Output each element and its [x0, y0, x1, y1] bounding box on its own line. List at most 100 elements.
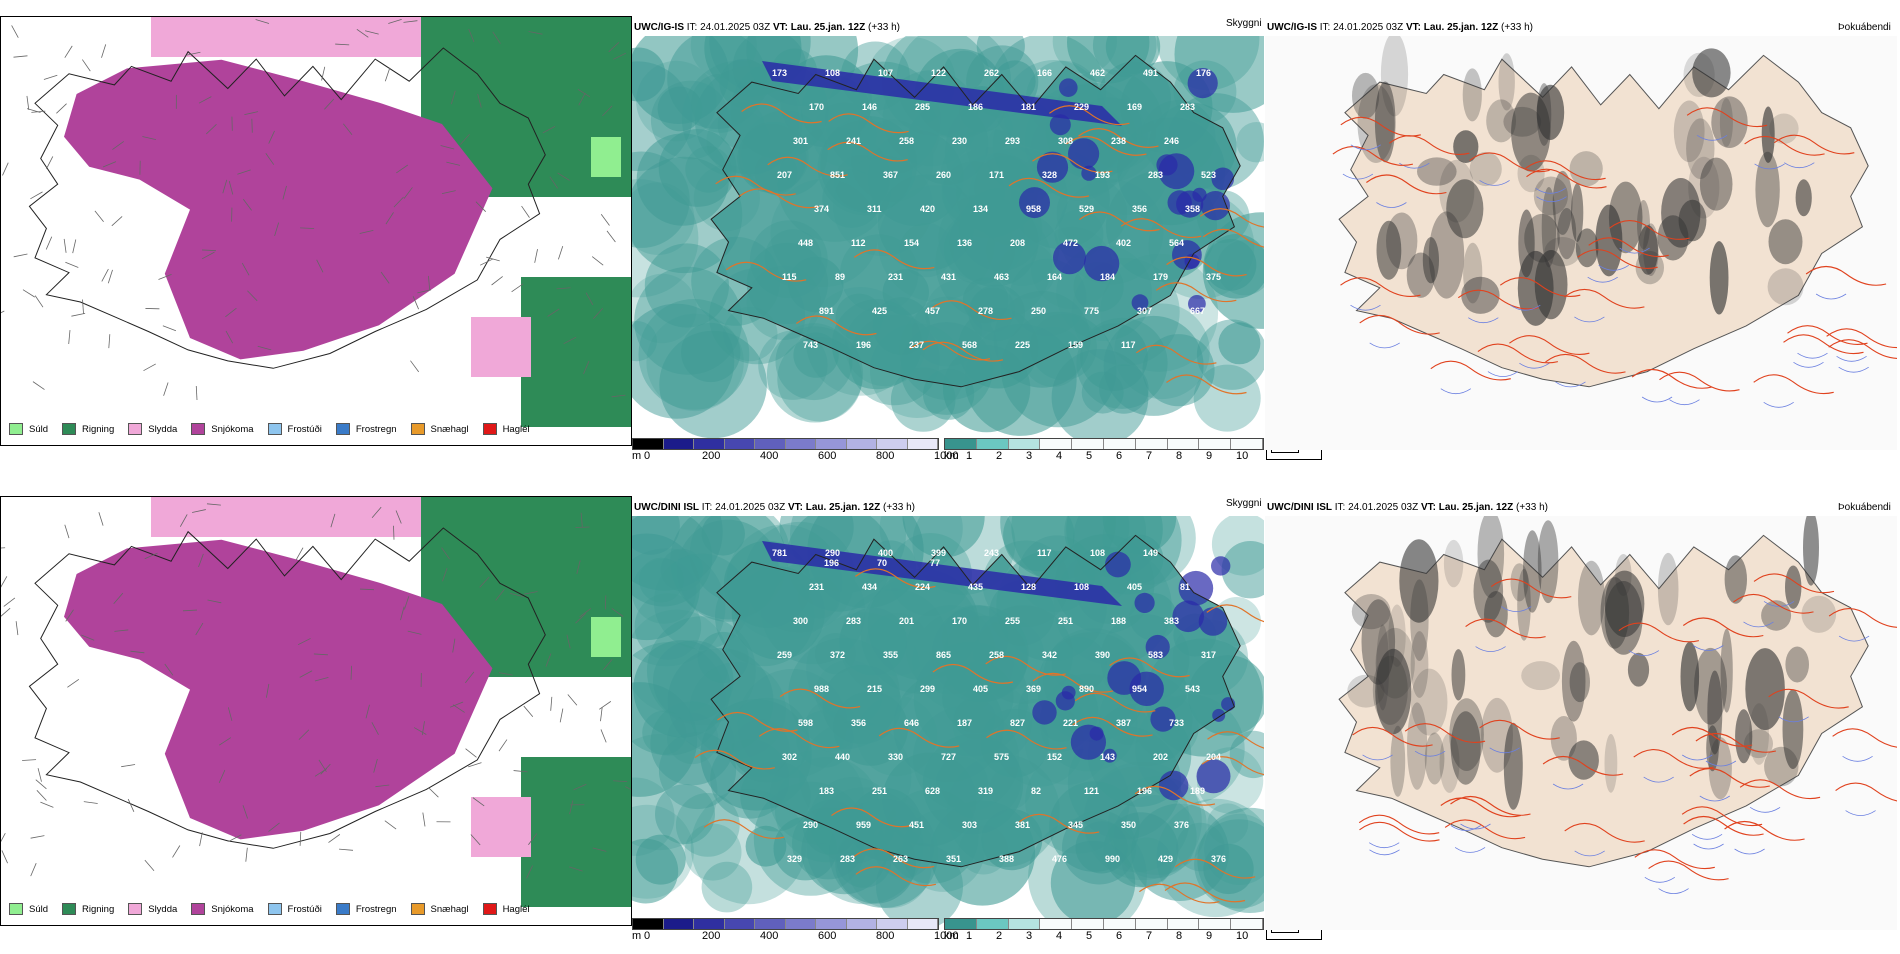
precip-legend-item: Súld	[9, 423, 48, 435]
cloud-base-label: 112	[851, 238, 866, 248]
cloud-base-label: 598	[798, 718, 813, 728]
visibility-tick: 1	[966, 930, 972, 942]
cloud-base-unit: m	[632, 930, 641, 942]
cloud-base-label: 231	[888, 272, 903, 282]
colorbar-swatch	[694, 439, 725, 449]
cloud-base-label: 376	[1211, 854, 1226, 864]
colorbar-swatch	[1104, 919, 1136, 929]
cloud-base-label: 259	[777, 650, 792, 660]
visibility-cell	[702, 862, 753, 913]
lead-time: (+33 h)	[883, 502, 915, 513]
cloud-base-label: 154	[904, 238, 919, 248]
rain-area	[521, 277, 631, 427]
colorbar-swatch	[1231, 439, 1263, 449]
low-cloud-patch	[1090, 727, 1104, 741]
cloud-base-label: 383	[1164, 616, 1179, 626]
cloud-base-label: 491	[1143, 68, 1158, 78]
cloud-base-label: 201	[899, 616, 914, 626]
precip-legend-label: Haglél	[503, 424, 530, 435]
cloud-base-label: 237	[909, 340, 924, 350]
cloud-base-label: 290	[803, 820, 818, 830]
precip-legend-label: Haglél	[503, 904, 530, 915]
fog-shading	[1762, 107, 1775, 163]
low-cloud-patch	[1159, 771, 1189, 801]
forecast-row: UWC/DINI ISL IT: 24.01.2025 03Z VT: Lau.…	[0, 494, 1900, 954]
fog-shading	[1439, 160, 1474, 223]
cloud-base-label: 440	[835, 752, 850, 762]
colorbar-swatch	[633, 919, 664, 929]
cloud-base-label: 108	[1090, 548, 1105, 558]
precip-legend-swatch	[62, 423, 76, 435]
cloud-base-tick: 600	[818, 930, 836, 942]
cloud-base-label: 171	[989, 170, 1004, 180]
cloud-base-label: 435	[968, 582, 983, 592]
cloud-base-label: 170	[952, 616, 967, 626]
cloud-base-label: 369	[1026, 684, 1041, 694]
precip-legend-swatch	[483, 423, 497, 435]
fog-shading	[1570, 151, 1603, 186]
precip-legend-item: Snæhagl	[411, 903, 469, 915]
low-cloud-patch	[1059, 78, 1078, 97]
cloud-base-label: 152	[1047, 752, 1062, 762]
fog-shading	[1381, 36, 1408, 116]
precip-legend-swatch	[191, 423, 205, 435]
colorbar-swatch	[633, 439, 664, 449]
visibility-tick: 3	[1026, 930, 1032, 942]
precip-legend-label: Frostregn	[356, 904, 397, 915]
cloud-base-label: 781	[772, 548, 787, 558]
precip-legend-swatch	[268, 423, 282, 435]
colorbar-swatch	[1009, 919, 1041, 929]
cloud-base-label: 355	[883, 650, 898, 660]
colorbar-swatch	[755, 919, 786, 929]
cloud-base-label: 457	[925, 306, 940, 316]
fog-shading	[1576, 228, 1599, 267]
cloud-base-unit: m	[632, 450, 641, 462]
cloud-base-label: 330	[888, 752, 903, 762]
colorbar-swatch	[786, 439, 817, 449]
fog-shading	[1710, 241, 1729, 314]
fog-shading	[1463, 68, 1482, 121]
visibility-tick: 4	[1056, 930, 1062, 942]
fog-map-svg	[1265, 36, 1897, 450]
vis-panel-title: Skyggni	[1226, 18, 1262, 29]
cloud-base-label: 743	[803, 340, 818, 350]
cloud-base-label: 117	[1037, 548, 1052, 558]
cloud-base-label: 224	[915, 582, 930, 592]
precip-legend-item: Snjókoma	[191, 903, 253, 915]
model-name: UWC/DINI ISL	[634, 502, 699, 513]
cloud-base-label: 188	[1196, 548, 1211, 558]
fog-shading	[1785, 647, 1809, 683]
fog-shading	[1609, 182, 1643, 254]
cloud-base-label: 70	[877, 558, 887, 568]
colorbar-swatch	[755, 439, 786, 449]
cloud-base-label: 399	[931, 548, 946, 558]
cloud-base-label: 307	[1137, 306, 1152, 316]
cloud-base-label: 169	[1127, 102, 1142, 112]
fog-map-svg	[1265, 516, 1897, 930]
precip-legend-swatch	[336, 423, 350, 435]
cloud-base-label: 988	[814, 684, 829, 694]
colorbar-swatch	[847, 439, 878, 449]
visibility-tick: 5	[1086, 450, 1092, 462]
cloud-base-colorbar-swatches	[632, 918, 939, 930]
visibility-tick: 5	[1086, 930, 1092, 942]
visibility-tick: 3	[1026, 450, 1032, 462]
cloud-base-label: 187	[957, 718, 972, 728]
fog-shading	[1388, 605, 1405, 667]
cloud-base-tick: 200	[702, 450, 720, 462]
fog-shading	[1768, 268, 1804, 305]
cloud-base-label: 179	[1153, 272, 1168, 282]
cloud-base-label: 302	[782, 752, 797, 762]
cloud-base-label: 317	[1201, 650, 1216, 660]
fog-shading	[1720, 98, 1733, 147]
precip-legend-swatch	[411, 423, 425, 435]
fog-shading	[1628, 653, 1649, 687]
precip-legend-swatch	[62, 903, 76, 915]
valid-time: VT: Lau. 25.jan. 12Z	[788, 502, 880, 513]
cloud-base-label: 121	[1084, 786, 1099, 796]
